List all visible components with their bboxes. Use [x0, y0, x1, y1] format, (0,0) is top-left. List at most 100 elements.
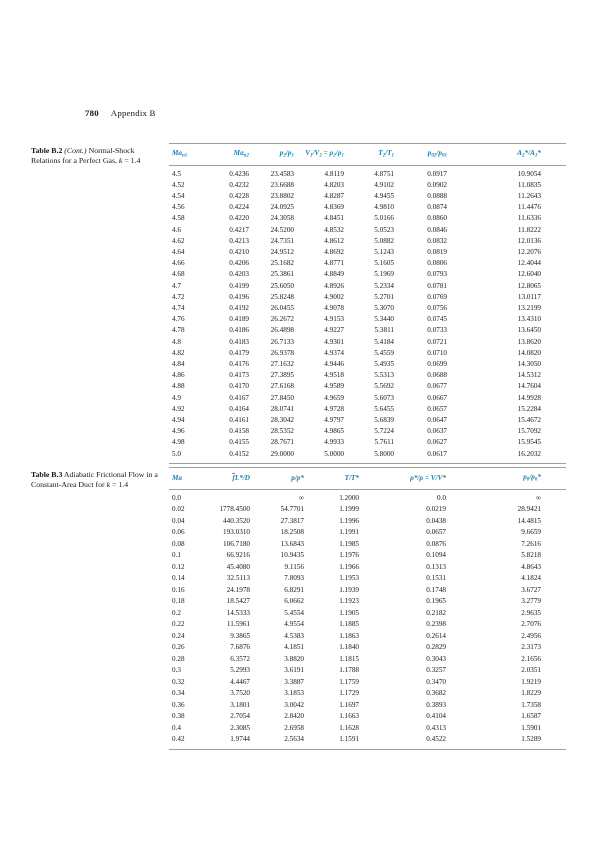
table-cell: 4.1851 [284, 643, 304, 651]
table-cell: 45.4080 [226, 562, 250, 571]
column-header: fL*/D [209, 467, 250, 490]
table-cell: 4.9933 [324, 438, 344, 447]
table-cell: 0.4236 [229, 169, 249, 178]
table-row: 0.22 11.5961 4.9554 1.1885 0.2398 2.7076 [169, 619, 566, 631]
table-cell: 2.6958 [284, 723, 304, 732]
table-cell: 2.5634 [284, 735, 304, 743]
table-cell: 14.4815 [517, 516, 541, 525]
table-cell: 0.32 [172, 677, 185, 686]
normal-shock-table-body: 4.5 0.4236 23.4583 4.8119 4.8751 0.0917 10.905… [169, 165, 566, 463]
table-row: 4.98 0.4155 28.7671 4.9933 5.7611 0.0627 15.95… [169, 437, 566, 448]
table-cell: 0.26 [172, 643, 185, 651]
column-header: T2/T1 [344, 143, 394, 166]
table-cell: 0.08 [172, 539, 185, 548]
table-cell: 1.1953 [339, 574, 359, 582]
table-cell: 0.4206 [229, 259, 249, 268]
table-cell: 0.38 [172, 712, 185, 720]
table-cell: 27.6168 [270, 382, 294, 391]
table-cell: 1.1591 [339, 735, 359, 743]
table-cell: 5.6073 [374, 393, 394, 402]
table-cell: 0.4210 [229, 247, 249, 256]
table-cell: 2.8420 [284, 712, 304, 720]
table-cell: 0.1094 [426, 551, 446, 559]
table-cell: 12.6040 [517, 270, 541, 279]
table-cell: 14.5312 [517, 371, 541, 380]
table-cell: 1.1663 [339, 712, 359, 720]
table-cell: 193.0310 [223, 528, 250, 536]
table-cell: 1.9744 [230, 735, 250, 743]
table-row: 4.72 0.4196 25.8248 4.9002 5.2701 0.0769 13.01… [169, 292, 566, 303]
table-cell: 5.0523 [374, 225, 394, 234]
table-cell: 24.5200 [270, 225, 294, 234]
table-cell: 1.1729 [339, 689, 359, 697]
fanno-flow-table-head: Ma fL*/D p/p* T/T* ρ*/ρ = V/V* p0/p0* [169, 467, 566, 490]
table-cell: 12.2076 [517, 247, 541, 256]
table-cell: 0.0721 [427, 337, 447, 346]
table-cell: 0.4196 [229, 292, 249, 301]
table-cell: 4.92 [172, 404, 185, 413]
table-cell: 28.9421 [517, 505, 541, 513]
table-row: 4.5 0.4236 23.4583 4.8119 4.8751 0.0917 10.905… [169, 165, 566, 180]
table-cell: 4.56 [172, 203, 185, 212]
table-row: 4.62 0.4213 24.7351 4.8612 5.0882 0.0832 12.01… [169, 236, 566, 247]
table-cell: 1.5289 [521, 735, 541, 743]
table-cell: 4.1824 [521, 574, 541, 582]
table-cell: ∞ [535, 493, 541, 502]
table-cell: 4.9728 [324, 404, 344, 413]
table-cell: 2.3173 [521, 643, 541, 651]
table-b3-caption-label: Table B.3 [31, 470, 63, 479]
table-cell: 1.2000 [339, 493, 359, 502]
table-b3-caption-text: Adiabatic Frictional Flow in a Constant-… [31, 470, 158, 490]
table-row: 4.64 0.4210 24.9512 4.8692 5.1243 0.0819 12.20… [169, 247, 566, 258]
table-cell: 12.0136 [517, 236, 541, 245]
table-cell: 0.0667 [427, 393, 447, 402]
table-cell: 27.3817 [280, 516, 304, 525]
column-header: ρ*/ρ = V/V* [359, 467, 446, 490]
table-cell: 4.8369 [324, 203, 344, 212]
table-row: 0.14 32.5113 7.8093 1.1953 0.1531 4.1824 [169, 573, 566, 585]
table-cell: 0.0793 [427, 270, 447, 279]
normal-shock-table-head: Man1 Man2 p2/p1 V1/V2 = ρ2/ρ1 T2/T1 p02/p01 A2… [169, 143, 566, 166]
column-header: p2/p1 [249, 143, 294, 166]
table-cell: 440.3520 [223, 516, 250, 525]
table-cell: 0.4189 [229, 315, 249, 324]
table-cell: 0.4192 [229, 303, 249, 312]
table-cell: 4.8612 [324, 236, 344, 245]
table-cell: 0.0677 [427, 382, 447, 391]
table-row: 0.28 6.3572 3.8820 1.1815 0.3043 2.1656 [169, 654, 566, 666]
table-cell: 4.98 [172, 438, 185, 447]
table-cell: 1.1976 [339, 551, 359, 559]
table-cell: 4.64 [172, 247, 185, 256]
table-cell: 0.4220 [229, 214, 249, 223]
table-cell: 0.12 [172, 562, 185, 571]
table-cell: 0.28 [172, 654, 185, 663]
table-cell: 4.72 [172, 292, 185, 301]
table-cell: 3.7520 [230, 689, 250, 697]
table-row: 4.88 0.4170 27.6168 4.9589 5.5692 0.0677 14.76… [169, 381, 566, 392]
column-header: T/T* [304, 467, 359, 490]
table-cell: 25.1682 [270, 259, 294, 268]
table-cell: 4.54 [172, 191, 185, 200]
table-row: 0.2 14.5333 5.4554 1.1905 0.2182 2.9635 [169, 608, 566, 620]
table-cell: 4.62 [172, 236, 185, 245]
table-cell: 0.4203 [229, 270, 249, 279]
table-cell: 4.8751 [374, 169, 394, 178]
column-header: V1/V2 = ρ2/ρ1 [294, 143, 344, 166]
table-row: 4.94 0.4161 28.3042 4.9797 5.6839 0.0647 15.46… [169, 415, 566, 426]
table-cell: 5.5313 [374, 371, 394, 380]
table-cell: 0.1313 [426, 562, 446, 571]
table-cell: 5.1243 [374, 247, 394, 256]
column-header: p02/p01 [394, 143, 447, 166]
table-row: 0.42 1.9744 2.5634 1.1591 0.4522 1.5289 [169, 734, 566, 749]
table-cell: 0.16 [172, 585, 185, 594]
table-cell: 4.9455 [374, 191, 394, 200]
table-cell: 23.8802 [270, 191, 294, 200]
table-cell: 0.0710 [427, 348, 447, 357]
table-cell: 0.22 [172, 620, 185, 628]
table-cell: 3.8820 [284, 654, 304, 663]
table-cell: 4.4467 [230, 677, 250, 686]
table-cell: 5.0 [172, 449, 181, 458]
table-cell: 54.7701 [280, 505, 304, 513]
table-row: 4.78 0.4186 26.4898 4.9227 5.3811 0.0733 13.64… [169, 325, 566, 336]
table-cell: 0.4232 [229, 180, 249, 189]
